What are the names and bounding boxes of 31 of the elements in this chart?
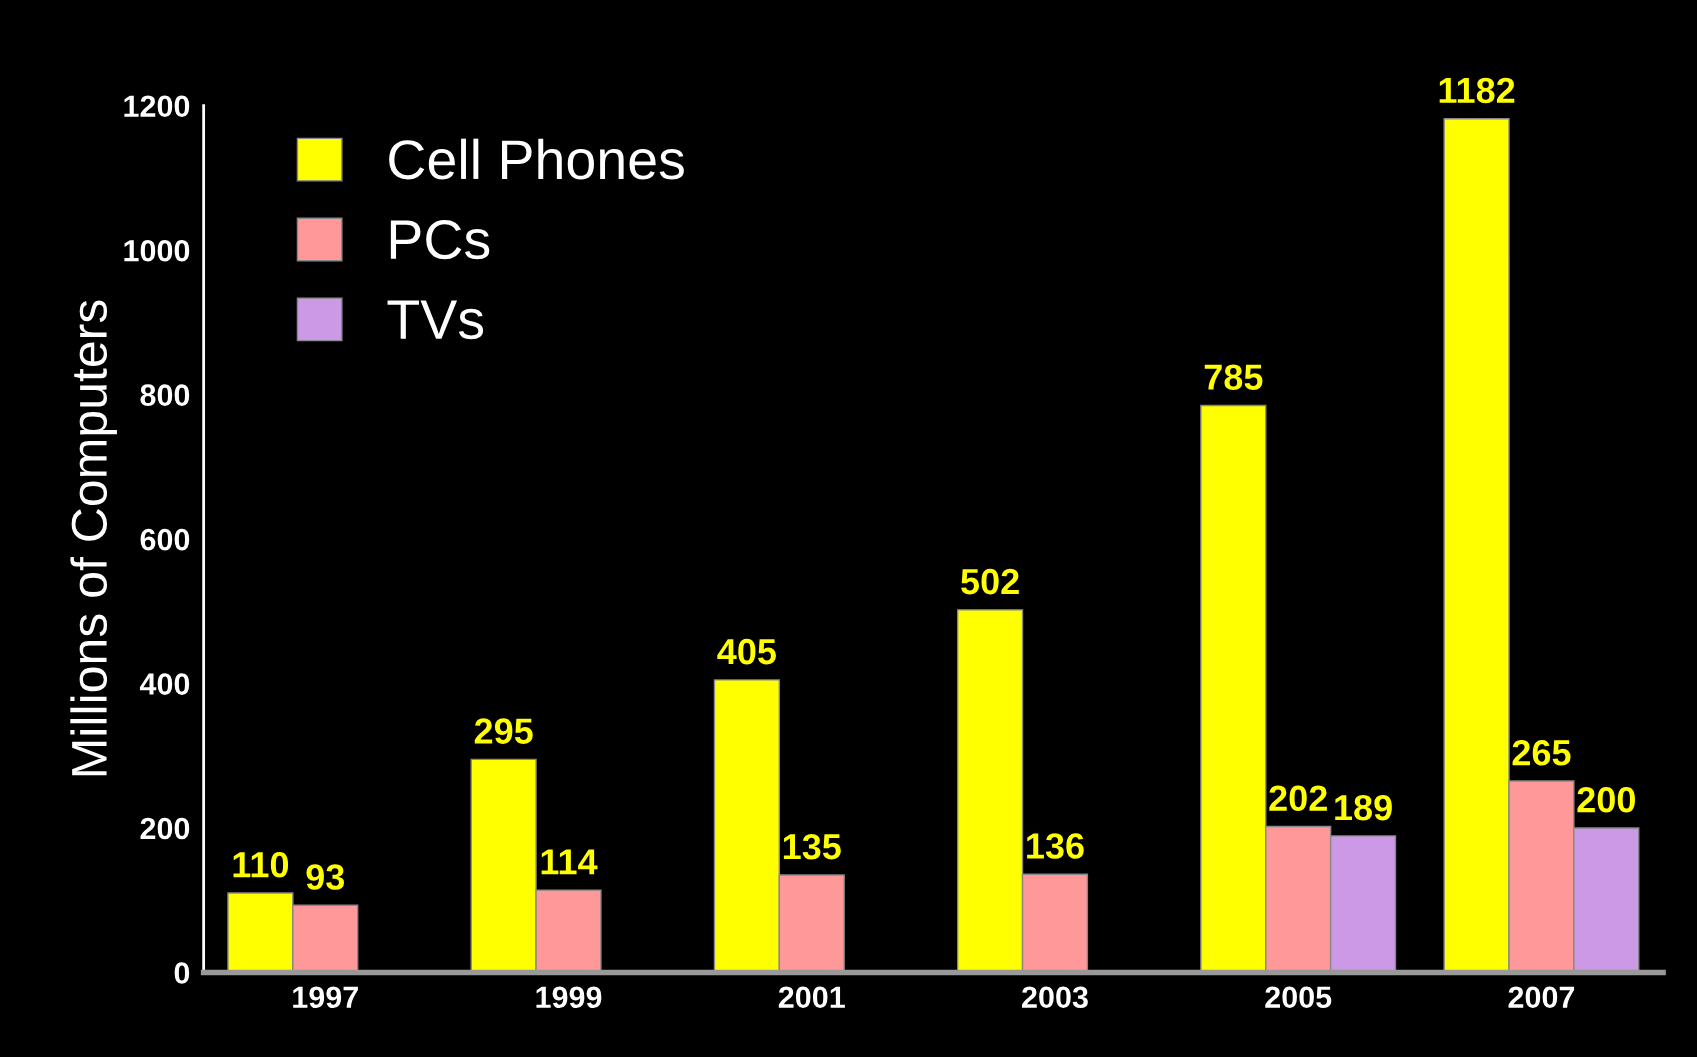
legend-label: Cell Phones — [389, 138, 684, 180]
y-tick-label: 600 — [140, 528, 190, 551]
data-label: 202 — [1269, 785, 1327, 812]
data-label: 265 — [1512, 739, 1571, 766]
data-label: 110 — [233, 851, 289, 878]
x-tick-label: 1997 — [293, 986, 358, 1009]
y-tick-label: 1200 — [124, 95, 190, 118]
data-label: 135 — [783, 833, 841, 860]
x-tick-label: 2003 — [1022, 986, 1088, 1009]
x-tick-label: 1999 — [536, 986, 602, 1009]
legend-label: PCs — [390, 219, 490, 260]
data-label: 502 — [961, 568, 1019, 595]
x-tick-label: 2007 — [1508, 986, 1575, 1009]
data-label: 189 — [1335, 794, 1392, 821]
data-label: 200 — [1577, 786, 1635, 813]
data-label: 405 — [717, 638, 776, 665]
y-tick-label: 1000 — [124, 239, 190, 262]
y-tick-label: 0 — [174, 962, 190, 984]
data-label: 785 — [1204, 364, 1263, 390]
y-tick-label: 800 — [140, 384, 190, 406]
legend-label: TVs — [387, 300, 484, 340]
y-tick-label: 200 — [140, 817, 190, 840]
data-label: 136 — [1027, 833, 1084, 859]
data-label: 295 — [474, 718, 533, 744]
data-label: 1182 — [1439, 77, 1515, 104]
x-tick-label: 2001 — [778, 986, 845, 1009]
data-label: 114 — [541, 849, 598, 875]
x-tick-label: 2005 — [1265, 986, 1332, 1009]
y-tick-label: 400 — [139, 673, 190, 695]
data-label: 93 — [306, 864, 345, 890]
y-axis-title: Millions of Computers — [70, 300, 117, 776]
